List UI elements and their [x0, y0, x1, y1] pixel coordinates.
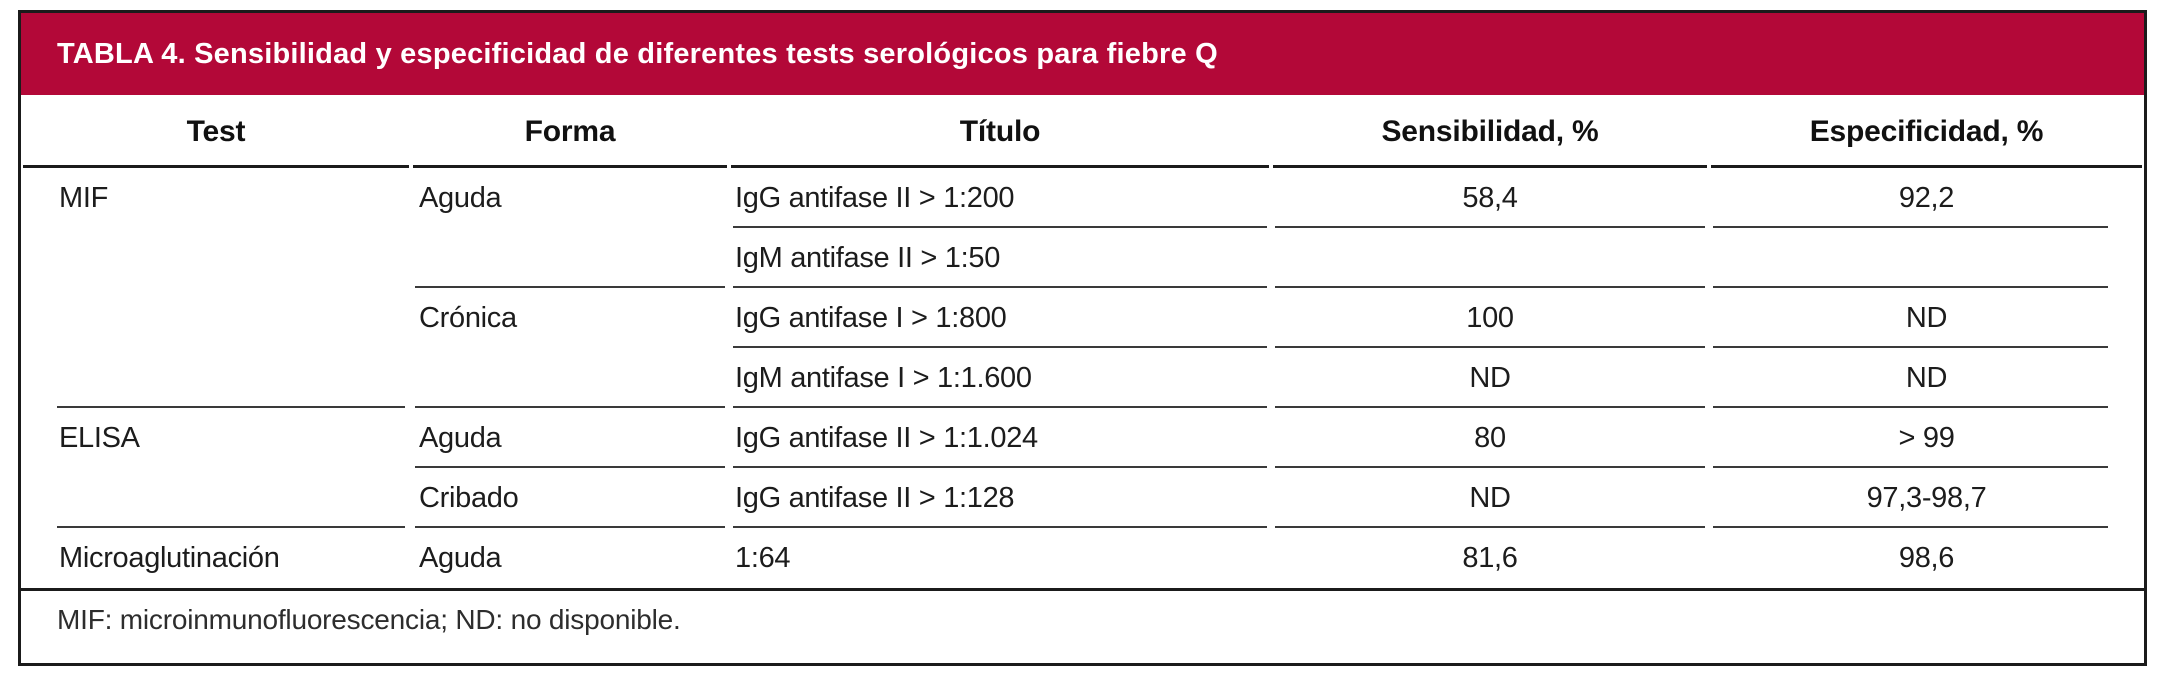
cell-test: ELISA	[59, 421, 140, 454]
cell-titulo: 1:64	[735, 541, 791, 574]
cell-forma	[411, 228, 729, 288]
cell-forma: Aguda	[411, 408, 729, 468]
table-footnote: MIF: microinmunofluorescencia; ND: no di…	[21, 588, 2144, 663]
cell-test	[21, 228, 411, 288]
table-row: IgM antifase II > 1:50	[21, 228, 2144, 288]
cell-test	[21, 288, 411, 348]
cell-titulo: IgM antifase I > 1:1.600	[729, 348, 1271, 408]
cell-titulo: IgG antifase II > 1:128	[729, 468, 1271, 528]
table-title: TABLA 4. Sensibilidad y especificidad de…	[57, 37, 1218, 70]
header-row: Test Forma Título Sensibilidad, % Especi…	[21, 95, 2144, 168]
cell-forma: Cribado	[411, 468, 729, 528]
footnote-row: MIF: microinmunofluorescencia; ND: no di…	[21, 588, 2144, 663]
cell-especificidad: 98,6	[1898, 541, 1955, 574]
serology-table: Test Forma Título Sensibilidad, % Especi…	[21, 95, 2144, 663]
cell-especificidad: 92,2	[1709, 168, 2144, 228]
cell-especificidad: ND	[1709, 288, 2144, 348]
cell-sensibilidad: 80	[1271, 408, 1709, 468]
cell-especificidad: 97,3-98,7	[1709, 468, 2144, 528]
table-row: IgM antifase I > 1:1.600 ND ND	[21, 348, 2144, 408]
table-title-bar: TABLA 4. Sensibilidad y especificidad de…	[21, 13, 2144, 95]
col-header-test: Test	[21, 95, 411, 168]
cell-especificidad	[1709, 228, 2144, 288]
cell-titulo: IgM antifase II > 1:50	[729, 228, 1271, 288]
table-row: Crónica IgG antifase I > 1:800 100 ND	[21, 288, 2144, 348]
cell-test: MIF	[59, 181, 109, 214]
cell-titulo: IgG antifase I > 1:800	[729, 288, 1271, 348]
cell-sensibilidad: 58,4	[1271, 168, 1709, 228]
cell-forma: Aguda	[419, 541, 502, 574]
table-row: Cribado IgG antifase II > 1:128 ND 97,3-…	[21, 468, 2144, 528]
cell-titulo: IgG antifase II > 1:200	[729, 168, 1271, 228]
table-header: Test Forma Título Sensibilidad, % Especi…	[21, 95, 2144, 168]
col-header-forma: Forma	[411, 95, 729, 168]
cell-sensibilidad: ND	[1271, 348, 1709, 408]
cell-test	[21, 348, 411, 408]
cell-test	[21, 468, 411, 528]
cell-test: Microaglutinación	[59, 541, 280, 574]
col-header-titulo: Título	[729, 95, 1271, 168]
cell-especificidad: ND	[1709, 348, 2144, 408]
table-body: MIF Aguda IgG antifase II > 1:200 58,4 9…	[21, 168, 2144, 663]
table-row: Microaglutinación Aguda 1:64 81,6 98,6	[21, 528, 2144, 588]
col-header-sensibilidad: Sensibilidad, %	[1271, 95, 1709, 168]
cell-forma	[411, 348, 729, 408]
table-row: MIF Aguda IgG antifase II > 1:200 58,4 9…	[21, 168, 2144, 228]
cell-sensibilidad: 81,6	[1462, 541, 1518, 574]
cell-sensibilidad: 100	[1271, 288, 1709, 348]
cell-especificidad: > 99	[1709, 408, 2144, 468]
cell-sensibilidad: ND	[1271, 468, 1709, 528]
col-header-especificidad: Especificidad, %	[1709, 95, 2144, 168]
cell-forma: Aguda	[419, 181, 502, 214]
cell-sensibilidad	[1271, 228, 1709, 288]
table-4-container: TABLA 4. Sensibilidad y especificidad de…	[18, 10, 2147, 666]
table-row: ELISA Aguda IgG antifase II > 1:1.024 80…	[21, 408, 2144, 468]
cell-forma: Crónica	[419, 301, 517, 334]
cell-titulo: IgG antifase II > 1:1.024	[729, 408, 1271, 468]
